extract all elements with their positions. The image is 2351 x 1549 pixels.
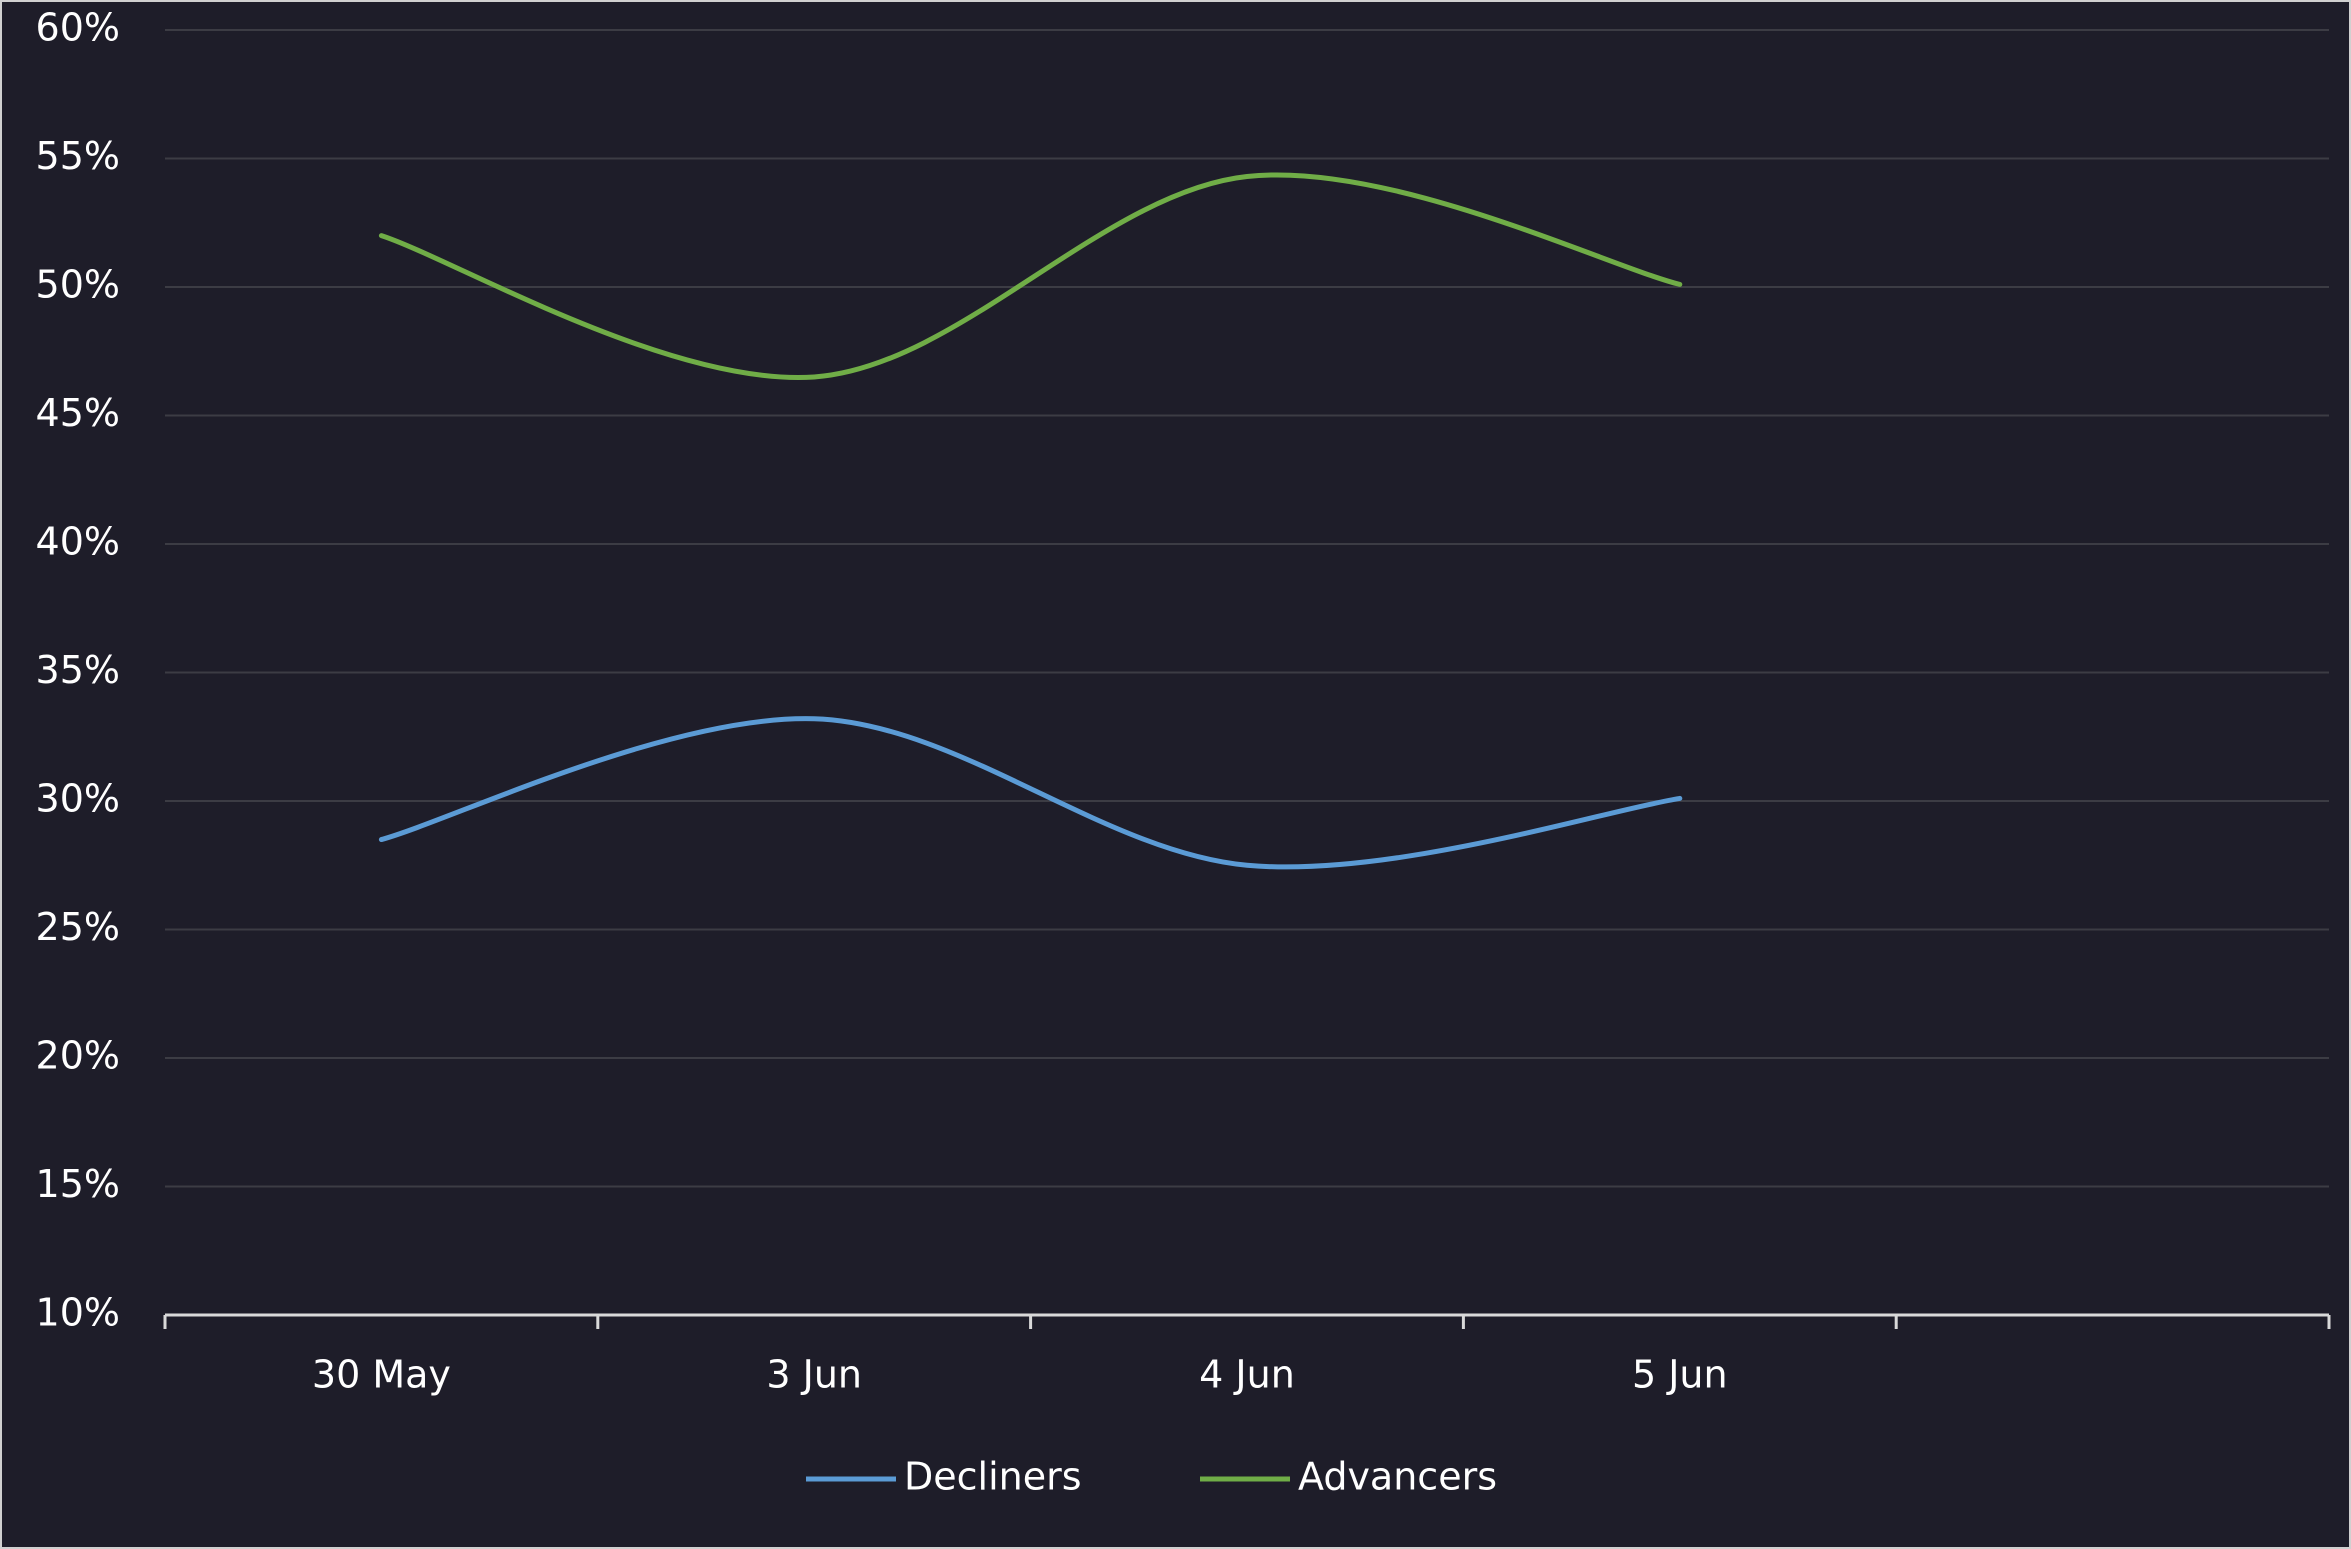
x-tick-label: 5 Jun	[1632, 1353, 1728, 1397]
x-tick-label: 3 Jun	[766, 1353, 862, 1397]
y-tick-label: 55%	[36, 134, 120, 178]
x-tick-label: 30 May	[312, 1353, 451, 1397]
x-tick-label: 4 Jun	[1199, 1353, 1295, 1397]
y-tick-label: 60%	[36, 6, 120, 50]
y-tick-label: 30%	[36, 777, 120, 821]
y-tick-label: 20%	[36, 1034, 120, 1078]
series-line	[378, 172, 1683, 380]
y-tick-label: 10%	[36, 1291, 120, 1335]
legend-label: Advancers	[1298, 1455, 1497, 1499]
y-tick-label: 40%	[36, 520, 120, 564]
y-tick-label: 35%	[36, 648, 120, 692]
legend-label: Decliners	[904, 1455, 1082, 1499]
series-line	[378, 716, 1683, 870]
y-tick-label: 45%	[36, 391, 120, 435]
y-tick-label: 25%	[36, 905, 120, 949]
y-tick-label: 15%	[36, 1162, 120, 1206]
y-tick-label: 50%	[36, 263, 120, 307]
